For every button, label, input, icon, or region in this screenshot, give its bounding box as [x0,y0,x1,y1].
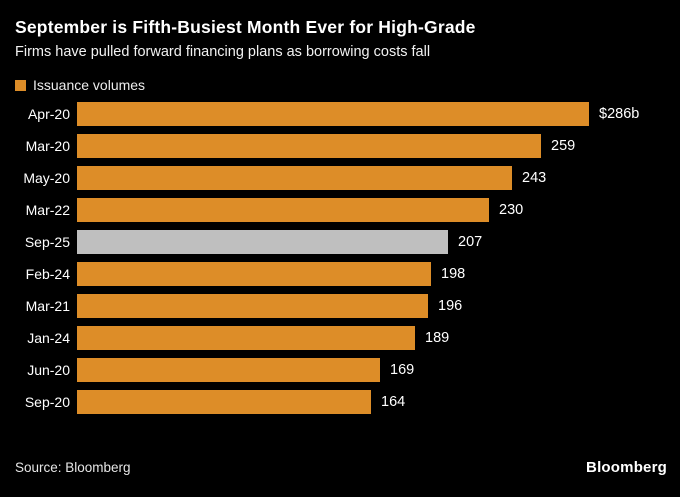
chart-row: Jun-20 169 [15,358,680,382]
bar-value: 243 [522,170,547,186]
bar-label: Mar-21 [25,298,70,314]
bar-label: Mar-20 [25,138,70,154]
bar-value: $286b [599,106,640,122]
bar [77,102,589,126]
chart-row: Mar-20 259 [15,134,680,158]
bar-value: 164 [381,394,406,410]
bar-label: May-20 [23,170,70,186]
chart-row: Sep-25 207 [15,230,680,254]
chart-title: September is Fifth-Busiest Month Ever fo… [15,17,476,37]
bar-label: Mar-22 [25,202,70,218]
bar [77,134,541,158]
bar [77,166,512,190]
bar-label: Jan-24 [27,330,70,346]
bar-value: 189 [425,330,450,346]
chart-row: Sep-20 164 [15,390,680,414]
bar [77,390,371,414]
bar-value: 230 [499,202,524,218]
legend: Issuance volumes [15,77,145,93]
chart-subtitle: Firms have pulled forward financing plan… [15,44,431,60]
bar [77,198,489,222]
bar-value: 259 [551,138,576,154]
legend-label: Issuance volumes [33,77,146,93]
bar-value: 196 [438,298,463,314]
bar-chart: Apr-20 $286b Mar-20 259 May-20 243 Mar-22 230 Se… [15,102,680,422]
bar [77,326,415,350]
chart-row: May-20 243 [15,166,680,190]
chart-row: Mar-22 230 [15,198,680,222]
bar-value: 169 [390,362,415,378]
bloomberg-logo: Bloomberg [586,459,667,476]
bar-highlight [77,230,448,254]
bar-value: 198 [441,266,466,282]
chart-row: Mar-21 196 [15,294,680,318]
chart-row: Jan-24 189 [15,326,680,350]
bar-label: Apr-20 [27,106,70,122]
legend-square-icon [15,79,26,91]
bar-label: Jun-20 [27,362,70,378]
bar-value: 207 [458,234,483,250]
bar [77,294,428,318]
bar-label: Feb-24 [25,266,70,282]
chart-row: Apr-20 $286b [15,102,680,126]
bar [77,358,380,382]
source-credit: Source: Bloomberg [15,460,131,475]
bar-label: Sep-20 [24,394,70,410]
bar-label: Sep-25 [24,234,70,250]
bar [77,262,431,286]
footer: Source: Bloomberg Bloomberg [15,459,667,476]
chart-row: Feb-24 198 [15,262,680,286]
